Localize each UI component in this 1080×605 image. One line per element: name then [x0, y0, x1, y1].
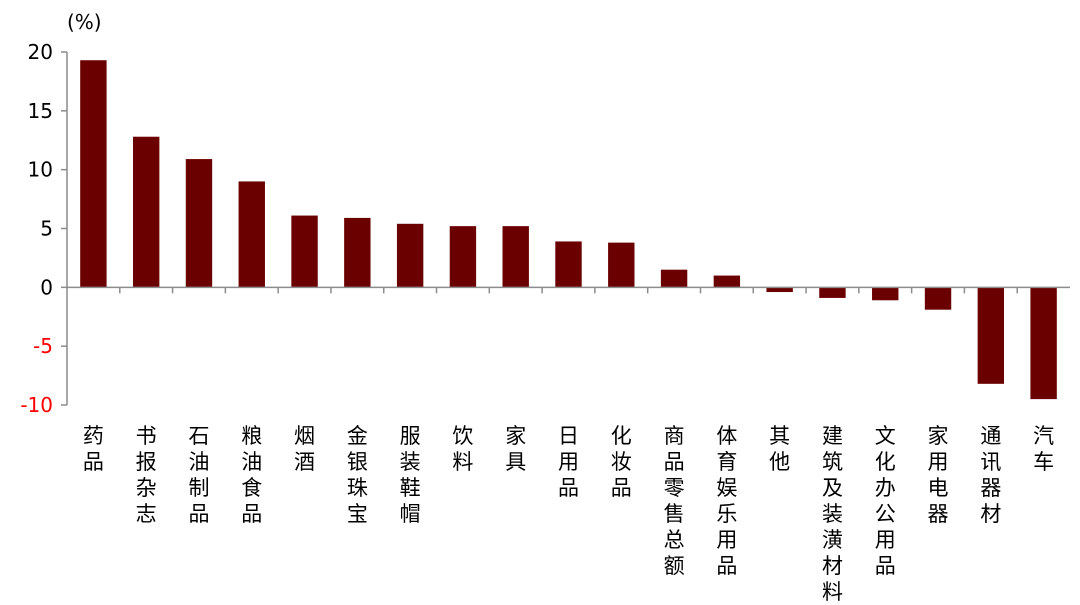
category-label: 建筑及装潢材料 — [822, 424, 843, 604]
category-label: 服装鞋帽 — [400, 424, 421, 526]
bar — [924, 287, 952, 310]
x-axis-ticks — [119, 287, 1018, 294]
category-label: 金银珠宝 — [347, 424, 368, 526]
bar — [872, 287, 899, 301]
category-label: 烟酒 — [294, 424, 315, 474]
bar — [291, 215, 318, 288]
category-label: 日用品 — [558, 424, 579, 500]
bar — [977, 287, 1005, 384]
bar — [713, 275, 741, 288]
bar — [80, 60, 107, 288]
category-label: 石油制品 — [188, 424, 209, 526]
y-tick-label: 10 — [28, 158, 53, 182]
bar — [449, 226, 477, 288]
bar — [660, 269, 688, 288]
y-tick-label: -10 — [20, 393, 53, 417]
category-label: 其他 — [769, 424, 790, 474]
category-label: 书报杂志 — [136, 424, 157, 526]
y-tick-label: -5 — [33, 334, 53, 358]
bar — [502, 226, 529, 288]
bar — [608, 242, 635, 288]
category-label: 粮油食品 — [241, 424, 262, 526]
bar — [819, 287, 846, 298]
y-tick-label: 0 — [40, 275, 53, 299]
bar — [132, 136, 160, 288]
category-label: 体育娱乐用品 — [716, 424, 737, 578]
category-label: 饮料 — [452, 424, 473, 474]
unit-label: (%) — [67, 10, 102, 34]
category-label: 文化办公用品 — [875, 424, 896, 578]
y-axis: 20 15 10 5 0 -5 -10 — [20, 40, 67, 417]
category-label: 通讯器材 — [980, 424, 1001, 526]
bar — [766, 287, 793, 293]
category-label: 化妆品 — [611, 424, 632, 500]
category-label: 家用电器 — [928, 424, 949, 526]
y-tick-label: 5 — [40, 217, 53, 241]
bar — [344, 217, 371, 288]
category-label: 家具 — [505, 424, 526, 474]
bar — [1030, 287, 1057, 400]
y-tick-label: 20 — [28, 40, 53, 64]
bars — [80, 60, 1057, 400]
bar — [185, 159, 213, 288]
y-tick-label: 15 — [28, 99, 53, 123]
bar — [396, 223, 424, 288]
category-label: 药品 — [83, 424, 104, 474]
category-label: 汽车 — [1033, 424, 1054, 474]
category-label: 商品零售总额 — [664, 424, 685, 578]
bar — [555, 241, 582, 288]
bar — [238, 181, 265, 288]
